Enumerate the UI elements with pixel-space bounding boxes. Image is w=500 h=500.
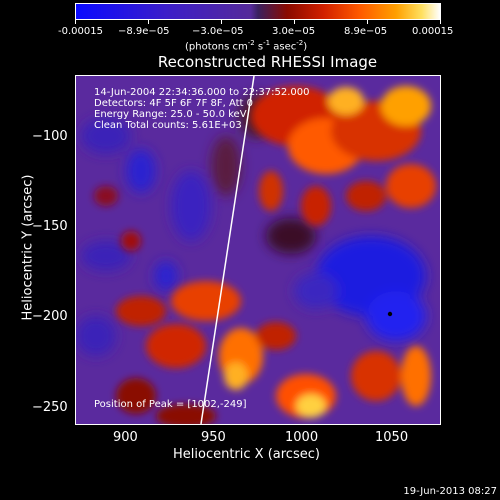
info-clean-counts: Clean Total counts: 5.61E+03 bbox=[94, 120, 242, 131]
colorbar-tick bbox=[440, 20, 441, 24]
x-tick-label: 900 bbox=[113, 430, 138, 445]
colorbar-tick-label: -0.00015 bbox=[58, 26, 103, 37]
colorbar-tick-label: −8.9e−05 bbox=[118, 26, 170, 37]
colorbar-tick bbox=[221, 20, 222, 24]
y-tick-label: −250 bbox=[32, 400, 68, 415]
x-tick-label: 1000 bbox=[285, 430, 319, 445]
info-time-range: 14-Jun-2004 22:34:36.000 to 22:37:52.000 bbox=[94, 87, 310, 98]
y-tick-label: −100 bbox=[32, 129, 68, 144]
rhessi-image bbox=[76, 76, 440, 424]
colorbar-tick bbox=[367, 20, 368, 24]
solar-limb-line bbox=[200, 76, 255, 424]
image-plot-area: 14-Jun-2004 22:34:36.000 to 22:37:52.000… bbox=[75, 75, 441, 425]
y-tick-label: −150 bbox=[32, 219, 68, 234]
y-axis-title: Heliocentric Y (arcsec) bbox=[20, 174, 36, 321]
x-tick-label: 950 bbox=[201, 430, 226, 445]
colorbar-tick bbox=[75, 20, 76, 24]
colorbar-tick-label: 0.00015 bbox=[412, 26, 454, 37]
colorbar-tick-label: 3.0e−05 bbox=[272, 26, 316, 37]
x-axis-title: Heliocentric X (arcsec) bbox=[173, 447, 320, 462]
colorbar-tick bbox=[148, 20, 149, 24]
info-energy-range: Energy Range: 25.0 - 50.0 keV bbox=[94, 109, 247, 120]
colorbar-tick bbox=[294, 20, 295, 24]
colorbar bbox=[75, 3, 441, 20]
colorbar-tick-label: 8.9e−05 bbox=[344, 26, 388, 37]
peak-position-label: Position of Peak = [1002,-249] bbox=[94, 399, 247, 410]
info-detectors: Detectors: 4F 5F 6F 7F 8F, Att 0 bbox=[94, 98, 254, 109]
colorbar-tick-label: −3.0e−05 bbox=[192, 26, 244, 37]
colorbar-units: (photons cm-2 s-1 asec-2) bbox=[185, 39, 308, 53]
x-tick-label: 1050 bbox=[375, 430, 409, 445]
plot-title: Reconstructed RHESSI Image bbox=[157, 53, 378, 71]
generation-timestamp: 19-Jun-2013 08:27 bbox=[403, 486, 497, 497]
y-tick-label: −200 bbox=[32, 309, 68, 324]
